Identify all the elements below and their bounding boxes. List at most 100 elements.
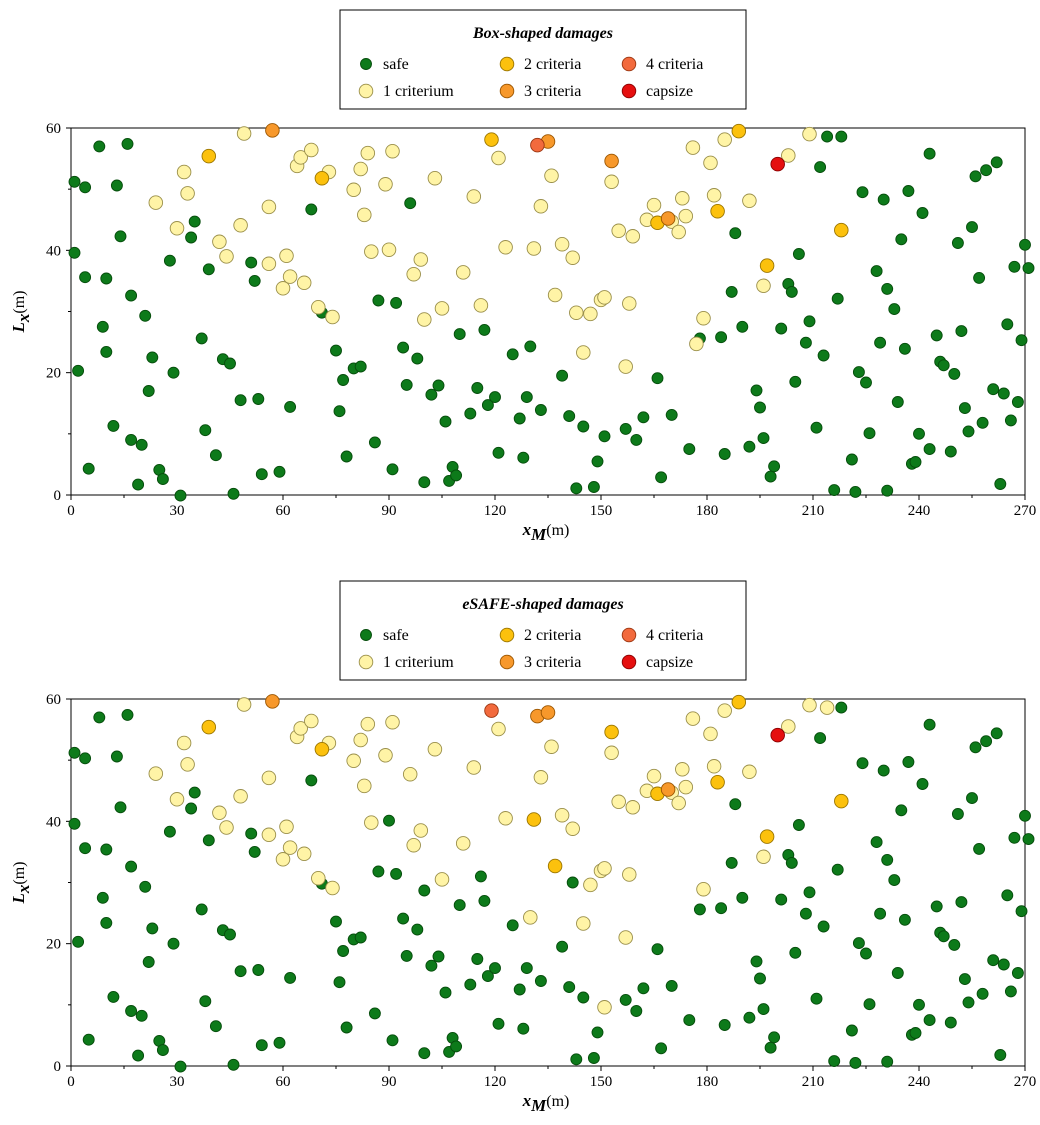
point-safe <box>202 263 215 276</box>
point-safe <box>234 965 247 978</box>
point-c1 <box>646 768 662 784</box>
point-safe <box>72 364 85 377</box>
legend-label-safe: safe <box>383 56 409 73</box>
point-safe <box>174 1060 187 1073</box>
point-safe <box>725 285 738 298</box>
point-c1 <box>554 236 570 252</box>
point-safe <box>167 937 180 950</box>
point-safe <box>125 860 138 873</box>
legend-item-safe: safe <box>360 56 409 73</box>
y-axis-label: Lx(m) <box>9 862 33 905</box>
point-c1 <box>296 846 312 862</box>
point-c2 <box>834 222 849 238</box>
point-safe <box>125 289 138 302</box>
point-c1 <box>296 275 312 291</box>
point-c1 <box>583 306 598 322</box>
point-safe <box>683 1014 696 1027</box>
legend-marker-c2 <box>499 627 515 643</box>
point-safe <box>1022 262 1035 275</box>
legend-item-c3: 3 criteria <box>499 83 581 100</box>
point-c1 <box>378 748 393 763</box>
point-c1 <box>618 930 633 945</box>
point-c1 <box>304 713 319 729</box>
point-safe <box>305 203 318 216</box>
point-safe <box>209 449 222 462</box>
point-safe <box>284 400 297 413</box>
y-tick-label: 40 <box>46 814 61 830</box>
legend: Box-shaped damages safe 2 criteria 4 criter… <box>339 9 747 110</box>
point-c1 <box>819 700 835 715</box>
point-safe <box>1015 334 1028 347</box>
point-safe <box>966 792 978 805</box>
legend-marker-c4 <box>621 627 637 643</box>
x-tick-label: 180 <box>696 1074 719 1090</box>
point-safe <box>902 185 915 197</box>
point-safe <box>958 973 971 986</box>
point-safe <box>100 345 113 358</box>
point-safe <box>489 391 501 404</box>
point-safe <box>156 1044 169 1057</box>
point-c1 <box>353 161 368 177</box>
x-tick-label: 180 <box>696 503 719 519</box>
point-safe <box>333 405 346 418</box>
point-c1 <box>233 218 248 233</box>
point-c1 <box>706 188 722 203</box>
x-axis-label: xM(m) <box>522 520 570 544</box>
point-safe <box>757 1003 770 1016</box>
point-safe <box>955 896 968 909</box>
point-safe <box>139 880 152 893</box>
point-safe <box>93 140 106 153</box>
point-safe <box>227 487 240 500</box>
point-safe <box>814 732 827 745</box>
x-tick-label: 240 <box>908 1074 931 1090</box>
point-safe <box>1004 414 1017 427</box>
point-safe <box>492 446 505 459</box>
point-safe <box>224 928 236 941</box>
legend-label-c2: 2 criteria <box>524 627 581 644</box>
point-safe <box>881 1055 894 1068</box>
x-tick-label: 120 <box>484 1074 507 1090</box>
point-safe <box>570 482 583 495</box>
point-safe <box>517 1022 530 1035</box>
point-safe <box>655 471 668 484</box>
y-axis: 0 20 40 60 Lx(m) <box>9 121 71 504</box>
point-safe <box>683 443 696 456</box>
point-safe <box>902 756 915 768</box>
point-c1 <box>378 177 393 192</box>
legend-label-c3: 3 criteria <box>524 83 581 100</box>
y-tick-label: 20 <box>46 937 61 953</box>
point-c1 <box>646 197 662 213</box>
legend-item-c2: 2 criteria <box>499 56 581 73</box>
point-safe <box>121 708 134 721</box>
point-safe <box>354 360 367 373</box>
point-safe <box>255 468 268 481</box>
point-safe <box>877 764 890 777</box>
point-c2 <box>547 858 563 874</box>
point-safe <box>835 701 848 714</box>
point-c1 <box>526 241 542 256</box>
point-safe <box>987 383 1000 396</box>
point-safe <box>619 422 632 435</box>
point-safe <box>877 193 890 206</box>
x-tick-label: 90 <box>382 503 397 519</box>
legend-marker-c3 <box>499 83 515 99</box>
point-c1 <box>597 861 612 876</box>
point-c1 <box>671 795 686 811</box>
point-safe <box>980 735 993 748</box>
point-c2 <box>731 123 747 139</box>
point-c1 <box>696 310 711 326</box>
point-safe <box>937 930 950 943</box>
point-safe <box>273 465 286 478</box>
point-safe <box>655 1042 668 1055</box>
point-safe <box>870 836 883 849</box>
point-safe <box>923 443 936 456</box>
x-axis: 0 30 60 90 120 150 180 210 240 270 xM(m) <box>67 1066 1036 1115</box>
point-c1 <box>756 849 771 865</box>
point-c1 <box>703 726 718 742</box>
point-safe <box>754 972 766 985</box>
point-safe <box>969 741 982 754</box>
esafe-shaped-damages-panel: eSAFE-shaped damages safe 2 criteria 4 crit… <box>9 580 1036 1115</box>
point-safe <box>245 256 258 269</box>
point-safe <box>831 292 844 305</box>
point-c4 <box>530 137 545 153</box>
